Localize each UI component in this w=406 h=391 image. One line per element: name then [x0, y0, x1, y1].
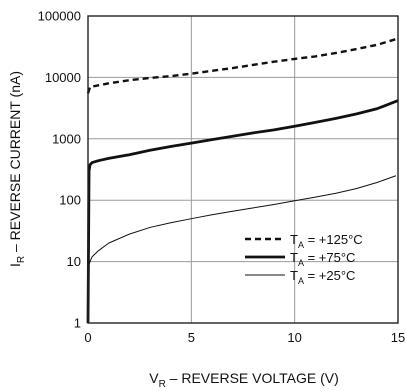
x-axis-label-rest: – REVERSE VOLTAGE (V) — [166, 370, 339, 386]
y-tick-label: 10 — [67, 254, 81, 269]
tick-labels: 0 5 10 15 1 10 100 1000 10000 100000 — [38, 9, 406, 346]
y-tick-label: 100000 — [38, 9, 81, 24]
y-tick-label: 1 — [74, 316, 81, 331]
y-axis-label-rest: – REVERSE CURRENT (nA) — [7, 71, 23, 256]
x-tick-label: 15 — [391, 330, 405, 345]
x-tick-label: 5 — [188, 330, 195, 345]
grid — [88, 16, 398, 323]
y-tick-label: 100 — [59, 193, 81, 208]
y-tick-label: 10000 — [45, 70, 81, 85]
series-line-0 — [86, 37, 397, 94]
y-axis-label-main: I — [7, 263, 23, 267]
x-axis-label-main: V — [149, 370, 159, 386]
plot-frame — [87, 15, 399, 324]
y-tick-label: 1000 — [52, 131, 81, 146]
legend-label-2: TA = +25°C — [290, 268, 355, 286]
y-axis-label: IR – REVERSE CURRENT (nA) — [7, 71, 27, 267]
x-axis-label-sub: R — [159, 379, 166, 390]
x-axis-label: VR – REVERSE VOLTAGE (V) — [149, 370, 339, 390]
series-line-1 — [86, 99, 399, 324]
series-line-2 — [87, 175, 397, 324]
y-axis-label-sub: R — [16, 256, 27, 263]
series-group — [86, 37, 399, 324]
x-tick-label: 10 — [287, 330, 301, 345]
legend-label-1: TA = +75°C — [290, 250, 355, 268]
legend-label-0: TA = +125°C — [290, 232, 363, 250]
legend: TA = +125°CTA = +75°CTA = +25°C — [245, 232, 363, 286]
x-tick-label: 0 — [84, 330, 91, 345]
